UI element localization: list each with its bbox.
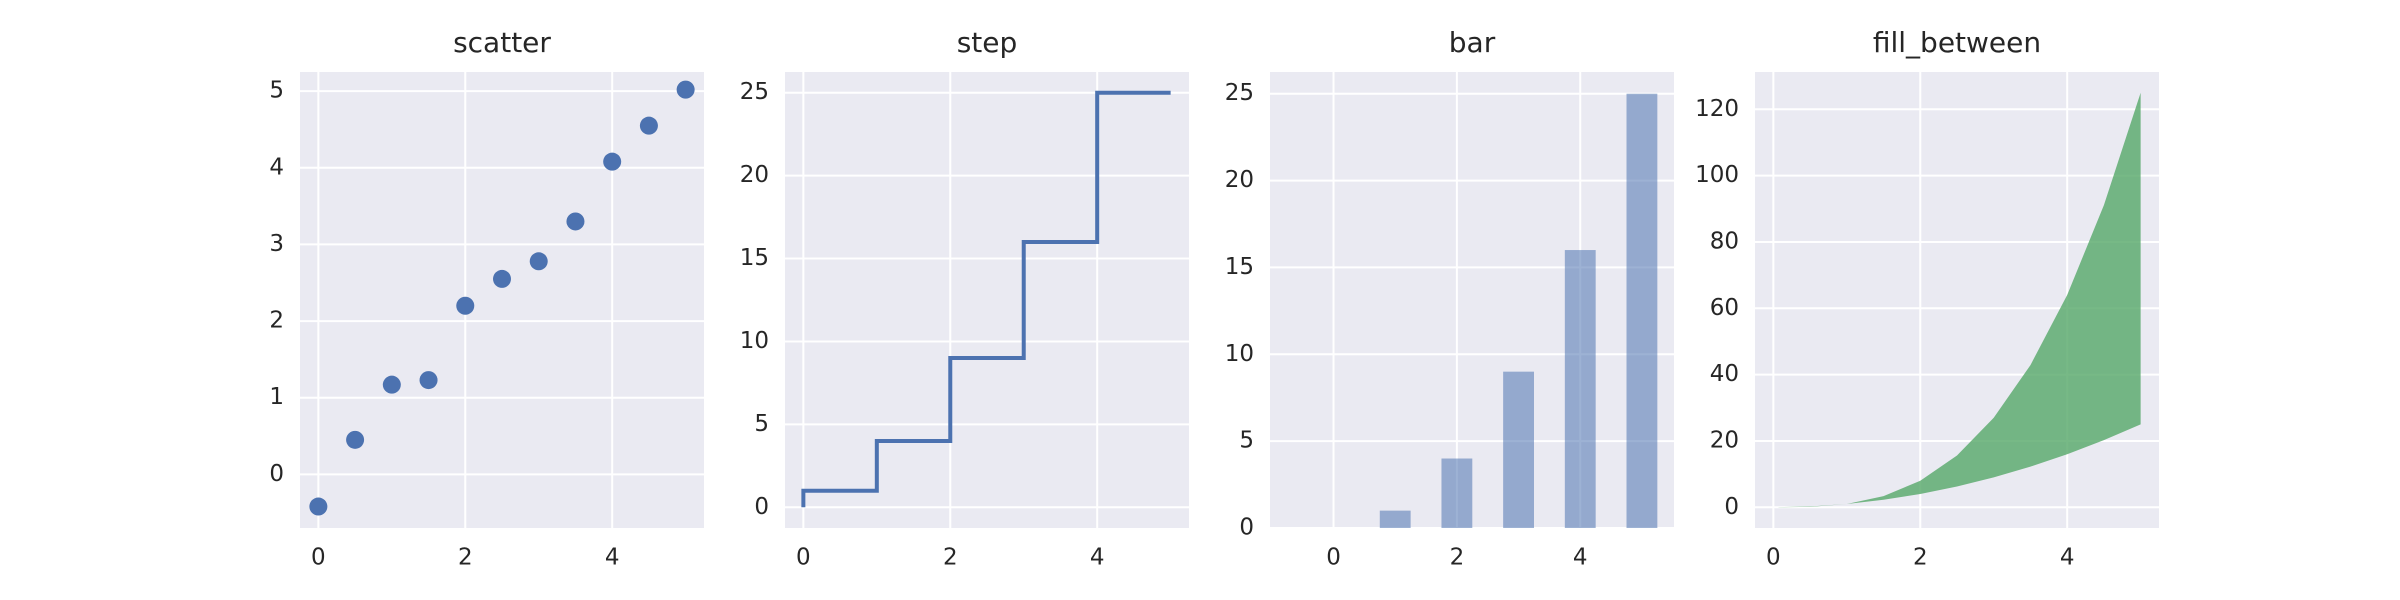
chart-title: scatter <box>453 26 551 59</box>
point <box>603 152 622 171</box>
bar <box>1626 93 1658 528</box>
y-tick-label: 0 <box>1724 494 1739 520</box>
y-tick-label: 5 <box>754 411 769 437</box>
y-tick-label: 15 <box>740 245 769 271</box>
point <box>639 116 658 135</box>
y-tick-label: 10 <box>740 328 769 354</box>
y-tick-label: 4 <box>269 154 284 180</box>
plot-area <box>1270 72 1674 528</box>
chart-title: bar <box>1449 26 1496 59</box>
y-tick-label: 5 <box>269 78 284 104</box>
x-tick-label: 0 <box>311 545 326 571</box>
x-tick-label: 4 <box>605 545 620 571</box>
point <box>419 371 438 390</box>
chart-title: step <box>957 26 1018 59</box>
point <box>346 430 365 449</box>
y-tick-label: 5 <box>1239 428 1254 454</box>
x-tick-label: 0 <box>1766 545 1781 571</box>
point <box>566 212 585 231</box>
y-tick-label: 120 <box>1695 96 1739 122</box>
y-tick-label: 0 <box>1239 515 1254 541</box>
point <box>493 269 511 288</box>
x-tick-label: 2 <box>943 545 958 571</box>
point <box>529 252 548 271</box>
y-tick-label: 0 <box>269 461 284 487</box>
y-tick-label: 40 <box>1710 361 1739 387</box>
point <box>676 80 695 99</box>
x-tick-label: 4 <box>1090 545 1105 571</box>
y-tick-label: 20 <box>1225 167 1254 193</box>
point <box>309 497 328 516</box>
bar <box>1379 510 1411 528</box>
y-tick-label: 60 <box>1710 295 1739 321</box>
plot-area <box>785 72 1189 528</box>
y-tick-label: 25 <box>740 79 769 105</box>
point <box>456 296 475 315</box>
y-tick-label: 80 <box>1710 228 1739 254</box>
fill-area <box>1773 92 2141 508</box>
chart-title: fill_between <box>1873 26 2041 59</box>
x-tick-label: 0 <box>1326 545 1341 571</box>
bar <box>1441 458 1473 528</box>
y-tick-label: 3 <box>269 231 284 257</box>
y-tick-label: 1 <box>269 384 284 410</box>
x-tick-label: 4 <box>2060 545 2075 571</box>
x-tick-label: 2 <box>458 545 473 571</box>
x-tick-label: 2 <box>1913 545 1928 571</box>
y-tick-label: 10 <box>1225 341 1254 367</box>
bar <box>1564 250 1596 529</box>
step-line <box>801 90 1171 508</box>
y-tick-label: 25 <box>1225 80 1254 106</box>
y-tick-label: 15 <box>1225 254 1254 280</box>
x-tick-label: 4 <box>1573 545 1588 571</box>
point <box>382 375 401 394</box>
y-tick-label: 2 <box>269 308 284 334</box>
y-tick-label: 0 <box>754 494 769 520</box>
bar <box>1503 371 1534 528</box>
plot-area <box>300 72 704 528</box>
y-tick-label: 20 <box>740 162 769 188</box>
x-tick-label: 0 <box>796 545 811 571</box>
y-tick-label: 20 <box>1710 427 1739 453</box>
y-tick-label: 100 <box>1695 162 1739 188</box>
x-tick-label: 2 <box>1450 545 1465 571</box>
